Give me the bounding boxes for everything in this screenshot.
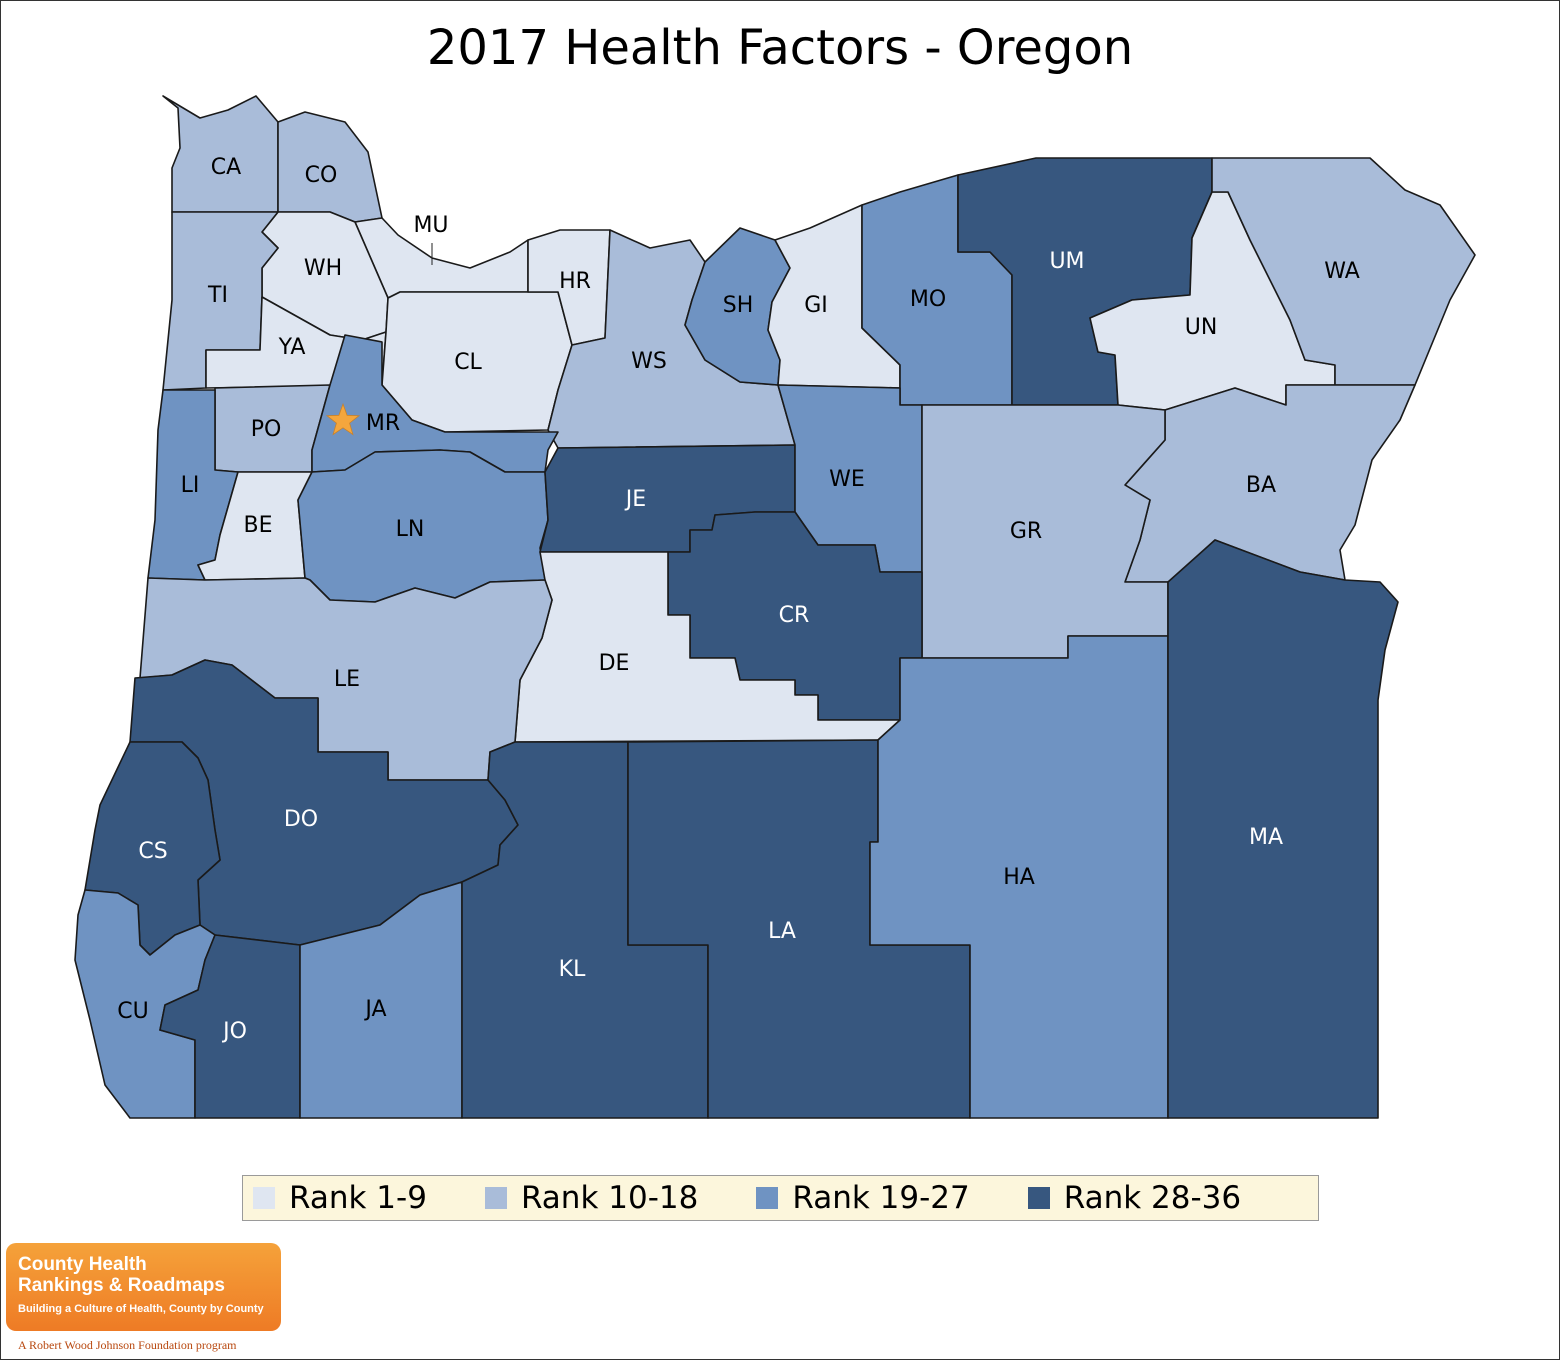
label-be: BE xyxy=(244,513,273,538)
legend-label: Rank 19-27 xyxy=(792,1180,970,1216)
county-ha[interactable] xyxy=(869,635,1169,1119)
label-un: UN xyxy=(1185,315,1218,340)
county-health-rankings-logo[interactable]: County Health Rankings & Roadmaps Buildi… xyxy=(6,1243,281,1331)
label-ws: WS xyxy=(631,349,667,374)
legend-swatch xyxy=(1027,1187,1050,1209)
rwjf-footer: A Robert Wood Johnson Foundation program xyxy=(18,1338,237,1352)
label-kl: KL xyxy=(559,957,586,982)
label-ha: HA xyxy=(1003,865,1035,890)
capital-star-icon xyxy=(325,402,361,436)
legend-swatch xyxy=(253,1187,275,1209)
label-ti: TI xyxy=(207,283,228,308)
label-mo: MO xyxy=(910,287,946,312)
legend-label: Rank 10-18 xyxy=(520,1180,699,1216)
label-le: LE xyxy=(334,667,360,692)
legend-item-rank-19-27: Rank 19-27 xyxy=(756,1180,970,1216)
label-de: DE xyxy=(599,651,630,676)
legend-label: Rank 1-9 xyxy=(289,1180,427,1216)
legend-item-rank-28-36: Rank 28-36 xyxy=(1027,1180,1242,1216)
legend-label: Rank 28-36 xyxy=(1063,1180,1242,1216)
legend-swatch xyxy=(756,1187,779,1209)
label-um: UM xyxy=(1049,249,1084,274)
county-ca[interactable] xyxy=(162,95,279,213)
county-ma[interactable] xyxy=(1167,539,1399,1119)
label-cl: CL xyxy=(454,350,482,375)
map-legend: Rank 1-9 Rank 10-18 Rank 19-27 Rank 28-3… xyxy=(242,1175,1319,1221)
label-la: LA xyxy=(768,919,796,944)
map-title: 2017 Health Factors - Oregon xyxy=(426,20,1134,76)
label-cu: CU xyxy=(117,999,148,1024)
logo-tagline: Building a Culture of Health, County by … xyxy=(18,1303,264,1315)
label-do: DO xyxy=(284,807,318,832)
label-co: CO xyxy=(305,163,338,188)
logo-title-line2: Rankings & Roadmaps xyxy=(18,1275,225,1296)
label-cr: CR xyxy=(779,603,810,628)
label-we: WE xyxy=(829,467,865,492)
label-sh: SH xyxy=(723,293,754,318)
label-ln: LN xyxy=(396,517,425,542)
label-li: LI xyxy=(181,473,200,498)
label-hr: HR xyxy=(559,269,591,294)
label-gi: GI xyxy=(804,293,828,318)
legend-swatch xyxy=(484,1187,507,1209)
label-mu: MU xyxy=(413,213,448,238)
label-wa: WA xyxy=(1324,259,1360,284)
label-ma: MA xyxy=(1249,825,1283,850)
label-ca: CA xyxy=(211,155,241,180)
label-ba: BA xyxy=(1246,473,1276,498)
legend-item-rank-10-18: Rank 10-18 xyxy=(484,1180,699,1216)
label-cs: CS xyxy=(138,839,167,864)
legend-item-rank-1-9: Rank 1-9 xyxy=(253,1180,427,1216)
label-jo: JO xyxy=(221,1019,247,1044)
logo-title-line1: County Health xyxy=(18,1254,147,1275)
label-gr: GR xyxy=(1010,519,1042,544)
label-wh: WH xyxy=(304,256,342,281)
county-labels: CA CO MU WH TI YA CL HR WS SH GI MO UM U… xyxy=(117,155,1360,1044)
label-po: PO xyxy=(251,417,282,442)
label-ya: YA xyxy=(278,335,306,360)
label-mr: MR xyxy=(366,411,400,436)
county-gr[interactable] xyxy=(921,404,1169,659)
label-je: JE xyxy=(624,487,646,512)
label-ja: JA xyxy=(363,997,386,1022)
